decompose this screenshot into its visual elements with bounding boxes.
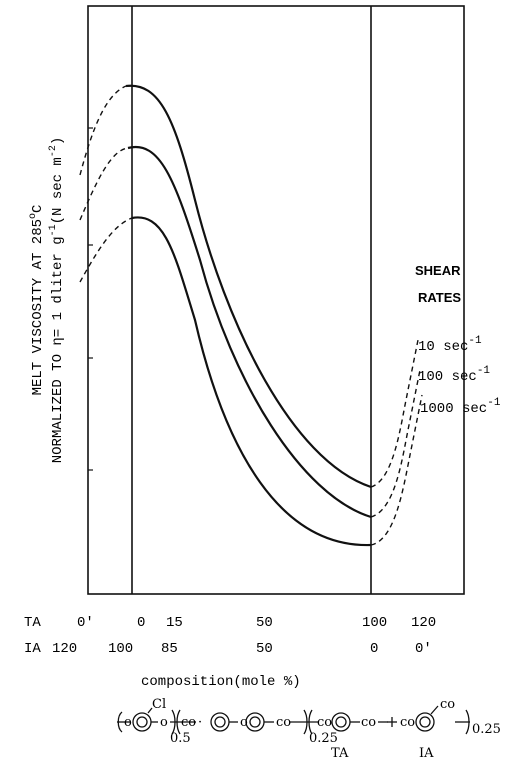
x-tick-ia-4: 0 xyxy=(370,641,378,657)
svg-text:o: o xyxy=(124,715,132,730)
svg-text:o: o xyxy=(240,715,248,730)
svg-text:MELT VISCOSITY AT 285oC: MELT VISCOSITY AT 285oC xyxy=(28,205,46,396)
series-100-sec-dashed-right xyxy=(370,369,421,518)
series-1000-sec-dashed-left xyxy=(79,217,133,283)
x-tick-ta-4: 100 xyxy=(362,615,387,631)
legend-title-line2: RATES xyxy=(418,290,461,305)
x-row-label-ta: TA xyxy=(24,615,41,631)
series-100-sec xyxy=(79,145,421,519)
formula-label-ia: IA xyxy=(419,746,434,761)
x-tick-ia-2: 85 xyxy=(161,641,178,657)
x-row-label-ia: IA xyxy=(24,641,41,657)
series-10-sec xyxy=(79,84,419,489)
legend-title-line1: SHEAR xyxy=(415,263,461,278)
svg-text:co: co xyxy=(317,715,332,730)
x-tick-ia-1: 100 xyxy=(108,641,133,657)
formula-ring-1 xyxy=(132,712,152,732)
y-ticks xyxy=(88,127,93,471)
x-tick-ta-1: 0 xyxy=(137,615,145,631)
x-tick-ia-0: 120 xyxy=(52,641,77,657)
x-axis-row-ia: IA 120 100 85 50 0 0' xyxy=(24,641,432,657)
x-axis-row-ta: TA 0' 0 15 50 100 120 xyxy=(24,615,436,631)
series-10-sec-dashed-left xyxy=(79,85,127,176)
series-1000-sec-solid xyxy=(131,216,372,547)
svg-text:co: co xyxy=(440,697,455,712)
series-1000-sec-dashed-right xyxy=(370,394,423,546)
x-tick-ta-2: 15 xyxy=(166,615,183,631)
formula-cl: Cl xyxy=(152,697,166,712)
svg-text:co: co xyxy=(361,715,376,730)
formula-text: Cl o o co · o co co co co co 0.5 0.25 0.… xyxy=(124,697,501,761)
series-100-sec-dashed-left xyxy=(79,147,129,221)
svg-text:co: co xyxy=(400,715,415,730)
x-tick-ta-5: 120 xyxy=(411,615,436,631)
formula-ring-2 xyxy=(210,712,230,732)
formula-ring-ia xyxy=(415,712,435,732)
formula-sub-1: 0.25 xyxy=(309,731,338,746)
formula-sub-2: 0.25 xyxy=(472,722,501,737)
x-tick-ia-5: 0' xyxy=(415,641,432,657)
formula-ring-3 xyxy=(245,712,265,732)
series-1000-sec xyxy=(79,216,423,547)
legend-label-100-sec: 100 sec-1 xyxy=(418,365,490,385)
polymer-formula xyxy=(117,705,470,735)
svg-text:o: o xyxy=(160,715,168,730)
svg-text:co: co xyxy=(276,715,291,730)
x-tick-ta-0: 0' xyxy=(77,615,94,631)
formula-ring-ta xyxy=(331,712,351,732)
series-100-sec-solid xyxy=(127,145,372,519)
series-10-sec-dashed-right xyxy=(370,339,419,488)
x-axis-label: composition(mole %) xyxy=(141,674,301,690)
legend-label-10-sec: 10 sec-1 xyxy=(418,335,482,355)
series-10-sec-solid xyxy=(125,84,372,489)
y-axis-label: MELT VISCOSITY AT 285oC NORMALIZED TO η=… xyxy=(28,137,66,464)
svg-text:·: · xyxy=(198,715,202,730)
svg-text:NORMALIZED TO η= 1 dliter g-1(: NORMALIZED TO η= 1 dliter g-1(N sec m-2) xyxy=(48,137,66,464)
legend-label-1000-sec: 1000 sec-1 xyxy=(420,397,501,417)
x-tick-ia-3: 50 xyxy=(256,641,273,657)
plot-frame xyxy=(87,5,465,595)
svg-text:co: co xyxy=(181,715,196,730)
formula-sub-0: 0.5 xyxy=(170,731,191,746)
formula-label-ta: TA xyxy=(331,746,349,761)
x-tick-ta-3: 50 xyxy=(256,615,273,631)
